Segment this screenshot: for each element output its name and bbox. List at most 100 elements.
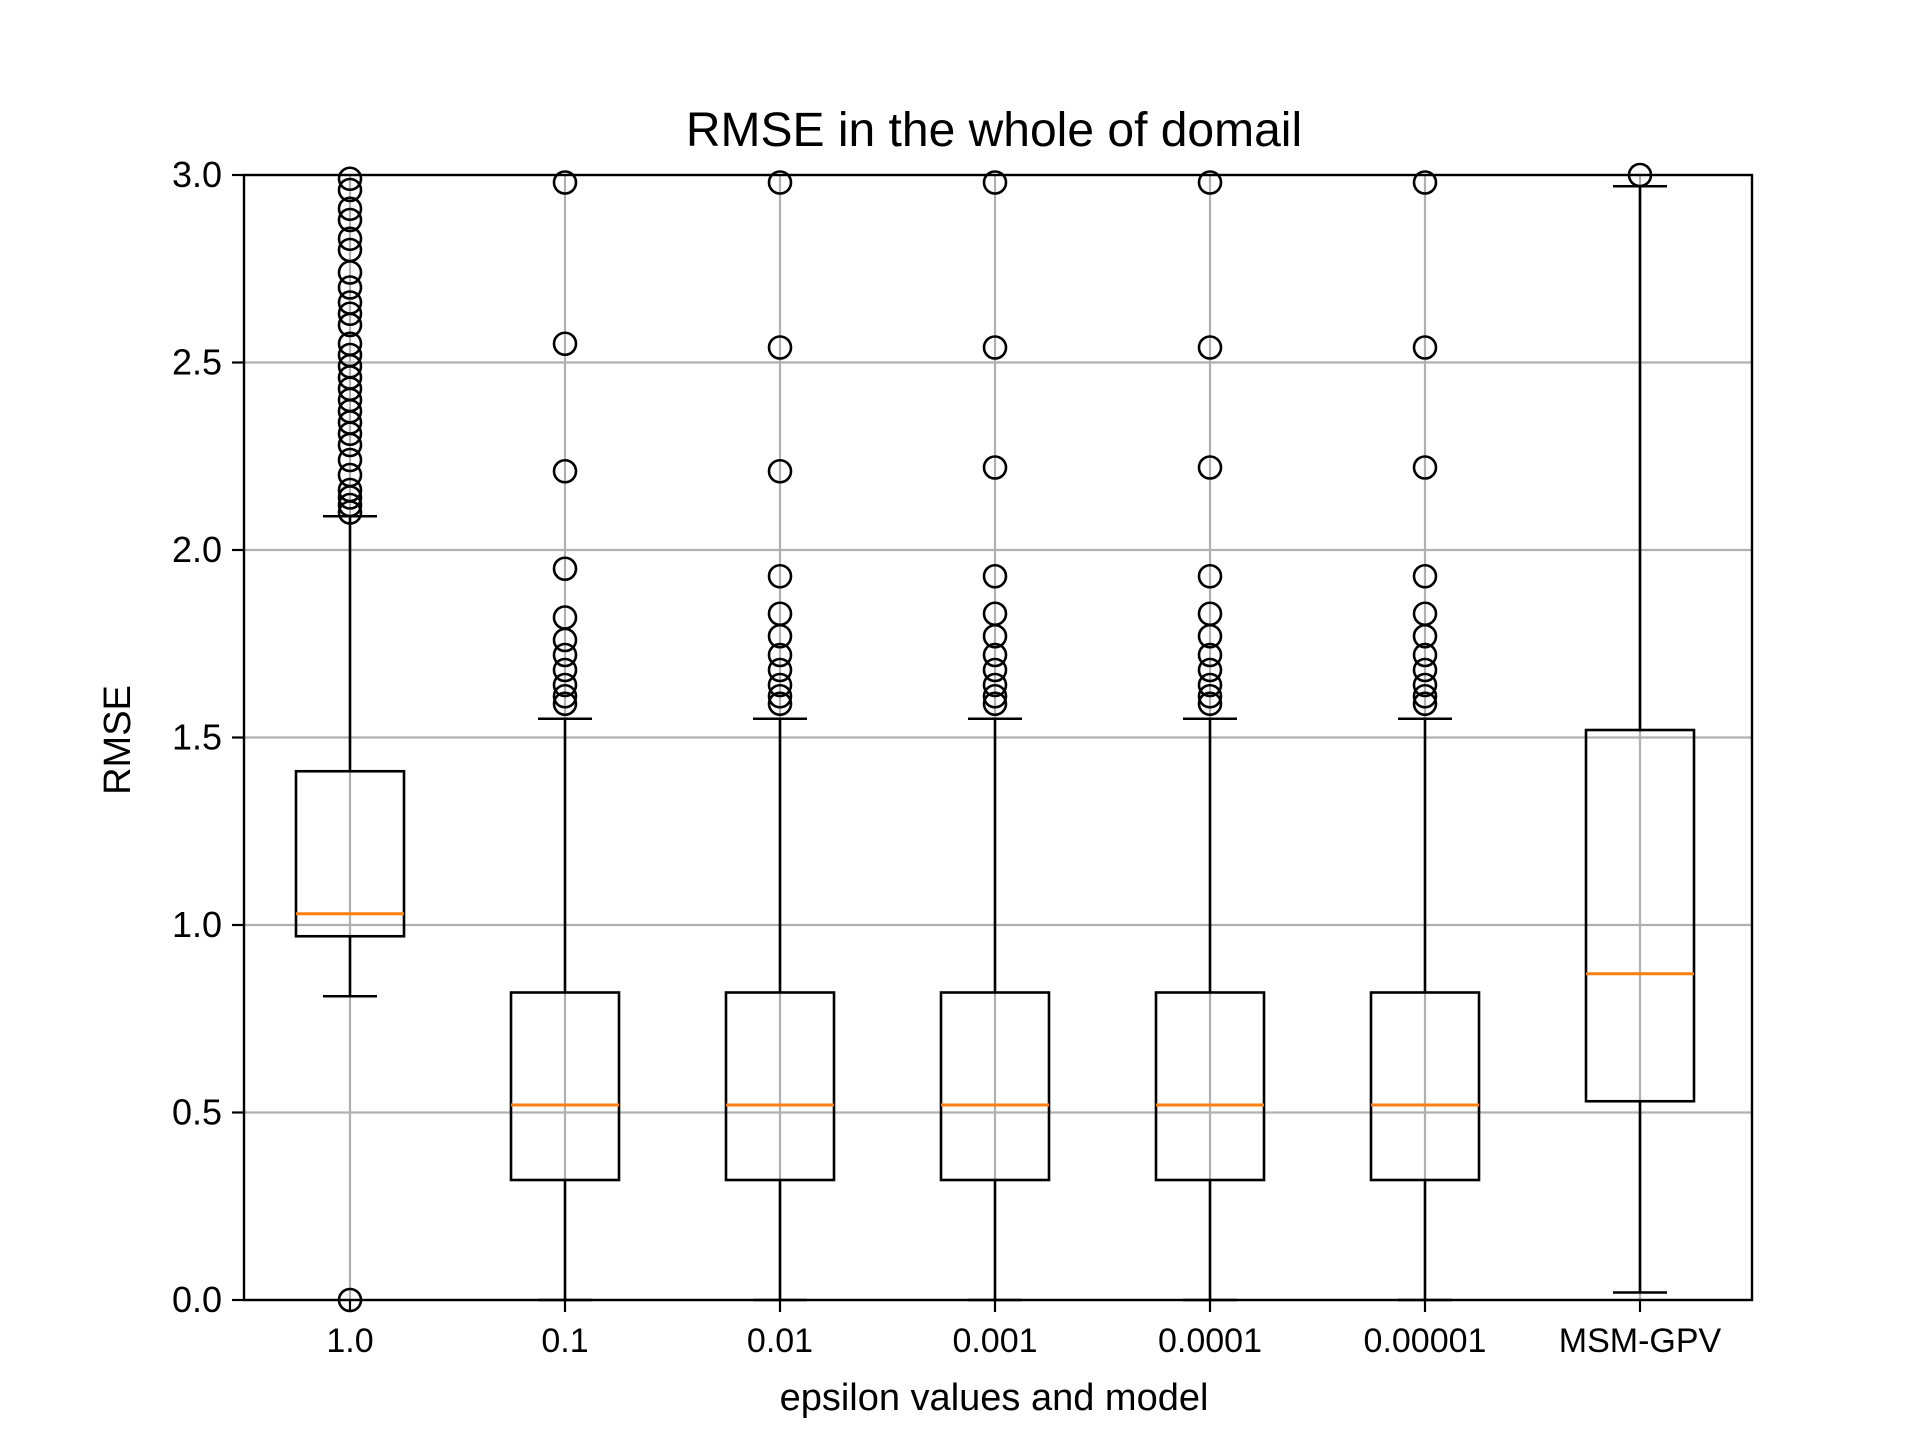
outlier-point xyxy=(1197,170,1223,195)
outlier-point xyxy=(767,672,793,698)
outlier-point xyxy=(337,177,363,203)
outlier-point xyxy=(1412,691,1438,717)
outlier-point xyxy=(1412,642,1438,668)
outlier-point xyxy=(552,605,578,630)
outlier-point xyxy=(552,556,578,582)
y-tick-label: 0.5 xyxy=(172,1092,222,1133)
x-tick-label: 0.01 xyxy=(747,1322,813,1360)
outlier-point xyxy=(337,342,363,368)
outlier-point xyxy=(337,290,363,315)
box-group xyxy=(509,170,621,1302)
outlier-point xyxy=(767,601,793,627)
y-tick-label: 1.5 xyxy=(172,717,222,758)
outlier-point xyxy=(337,462,363,488)
plot-frame xyxy=(242,173,1754,1302)
x-tick-label: 0.0001 xyxy=(1158,1322,1262,1360)
outlier-point xyxy=(337,196,363,222)
iqr-box xyxy=(1369,991,1481,1182)
outlier-point xyxy=(767,170,793,195)
outlier-point xyxy=(1412,335,1438,360)
outlier-point xyxy=(982,683,1008,709)
outlier-point xyxy=(982,455,1008,480)
box-group xyxy=(1154,170,1266,1302)
outlier-point xyxy=(767,642,793,668)
box-group xyxy=(294,166,406,1313)
outlier-point xyxy=(337,447,363,473)
outlier-point xyxy=(982,170,1008,195)
outlier-point xyxy=(337,207,363,233)
y-tick-label: 1.0 xyxy=(172,904,222,945)
outlier-point xyxy=(1197,642,1223,668)
outlier-point xyxy=(1412,170,1438,195)
outlier-point xyxy=(1197,672,1223,698)
outlier-point xyxy=(1412,657,1438,683)
outlier-point xyxy=(552,683,578,709)
outlier-point xyxy=(767,335,793,360)
outlier-point xyxy=(552,458,578,484)
outlier-point xyxy=(337,275,363,300)
outlier-point xyxy=(337,237,363,263)
axis-layer: 0.0 0.5 1.0 1.5 2.0 2.5 3.0 1.0 0.1 0.01 0.001 0.00… xyxy=(172,154,1754,1360)
outlier-point xyxy=(552,642,578,668)
outlier-point xyxy=(1197,601,1223,627)
y-tick-label: 3.0 xyxy=(172,154,222,195)
outlier-point xyxy=(337,331,363,357)
outlier-point xyxy=(337,477,363,503)
outlier-point xyxy=(767,563,793,589)
outlier-point xyxy=(1197,691,1223,717)
outlier-point xyxy=(1412,563,1438,589)
outlier-point xyxy=(337,166,363,192)
outlier-point xyxy=(552,657,578,683)
outlier-point xyxy=(552,691,578,717)
box-group xyxy=(724,170,836,1302)
box-group xyxy=(1369,170,1481,1302)
x-tick-label: 0.00001 xyxy=(1364,1322,1487,1360)
outlier-point xyxy=(552,672,578,698)
outlier-point xyxy=(337,226,363,252)
iqr-box xyxy=(939,991,1051,1182)
box-layer xyxy=(294,162,1696,1313)
outlier-point xyxy=(1412,455,1438,480)
y-tick-label: 2.5 xyxy=(172,342,222,383)
outlier-point xyxy=(1197,563,1223,589)
outlier-point xyxy=(767,683,793,709)
iqr-box xyxy=(1584,728,1696,1103)
outlier-point xyxy=(552,331,578,357)
outlier-point xyxy=(337,492,363,518)
outlier-point xyxy=(1197,455,1223,480)
outlier-point xyxy=(982,563,1008,589)
outlier-point xyxy=(982,657,1008,683)
outlier-point xyxy=(767,458,793,484)
outlier-point xyxy=(982,672,1008,698)
outlier-point xyxy=(767,691,793,717)
outlier-point xyxy=(1412,672,1438,698)
x-tick-label: MSM-GPV xyxy=(1559,1322,1722,1360)
y-tick-label: 2.0 xyxy=(172,529,222,570)
y-axis-label: RMSE xyxy=(97,685,139,795)
iqr-box xyxy=(1154,991,1266,1182)
outlier-point xyxy=(1412,683,1438,709)
outlier-point xyxy=(1197,657,1223,683)
iqr-box xyxy=(724,991,836,1182)
outlier-point xyxy=(1197,683,1223,709)
outlier-point xyxy=(552,170,578,195)
outlier-point xyxy=(767,657,793,683)
outlier-point xyxy=(1197,335,1223,360)
x-tick-label: 1.0 xyxy=(326,1322,373,1360)
y-tick-label: 0.0 xyxy=(172,1279,222,1320)
x-axis-label: epsilon values and model xyxy=(780,1377,1209,1419)
outlier-point xyxy=(337,301,363,327)
boxes-clipped xyxy=(294,162,1696,1313)
x-tick-label: 0.1 xyxy=(541,1322,588,1360)
outlier-point xyxy=(982,601,1008,627)
chart-title: RMSE in the whole of domail xyxy=(686,104,1302,157)
iqr-box xyxy=(509,991,621,1182)
iqr-box xyxy=(294,769,406,938)
x-tick-label: 0.001 xyxy=(952,1322,1037,1360)
outlier-point xyxy=(1412,601,1438,627)
outlier-point xyxy=(982,691,1008,717)
outlier-point xyxy=(982,642,1008,668)
